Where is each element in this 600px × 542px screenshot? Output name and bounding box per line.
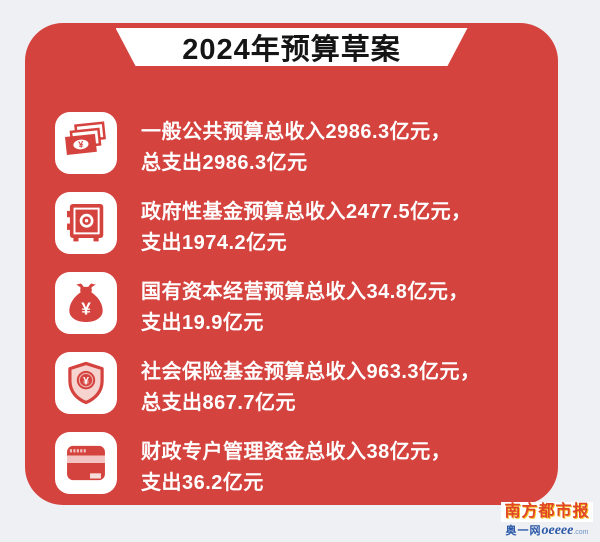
banknotes-icon: ¥ bbox=[65, 121, 106, 155]
website-tld: .com bbox=[573, 529, 589, 536]
item-line1: 财政专户管理资金总收入38亿元， bbox=[141, 441, 452, 463]
budget-item-state-capital: ¥ 国有资本经营预算总收入34.8亿元， 支出19.9亿元 bbox=[55, 272, 542, 339]
bank-card-icon-box bbox=[55, 432, 117, 494]
banknotes-icon-box: ¥ bbox=[55, 112, 117, 174]
budget-item-text: 一般公共预算总收入2986.3亿元， 总支出2986.3亿元 bbox=[141, 112, 451, 179]
item-line2: 支出1974.2亿元 bbox=[141, 232, 288, 254]
item-line1: 一般公共预算总收入2986.3亿元， bbox=[141, 121, 452, 143]
item-line2: 支出19.9亿元 bbox=[141, 312, 264, 334]
shield-icon-box: ¥ bbox=[55, 352, 117, 414]
budget-item-text: 政府性基金预算总收入2477.5亿元， 支出1974.2亿元 bbox=[141, 192, 472, 259]
money-bag-icon-box: ¥ bbox=[55, 272, 117, 334]
budget-item-text: 国有资本经营预算总收入34.8亿元， 支出19.9亿元 bbox=[141, 272, 469, 339]
item-line2: 总支出2986.3亿元 bbox=[141, 152, 308, 174]
title-banner: 2024年预算草案 bbox=[25, 28, 558, 66]
item-line2: 总支出867.7亿元 bbox=[141, 392, 297, 414]
newspaper-name: 南方都市报 bbox=[501, 502, 593, 522]
title-trapezoid: 2024年预算草案 bbox=[116, 28, 468, 66]
budget-items-list: ¥ 一般公共预算总收入2986.3亿元， 总支出2986.3亿元 bbox=[55, 112, 542, 499]
website-line: 奥一网oeeee.com bbox=[495, 523, 599, 540]
page-title: 2024年预算草案 bbox=[182, 34, 401, 66]
safe-icon-box bbox=[55, 192, 117, 254]
budget-item-text: 社会保险基金预算总收入963.3亿元， 总支出867.7亿元 bbox=[141, 352, 481, 419]
website-name: 奥一网 bbox=[505, 525, 542, 537]
item-line1: 政府性基金预算总收入2477.5亿元， bbox=[141, 201, 472, 223]
budget-item-social-insurance: ¥ 社会保险基金预算总收入963.3亿元， 总支出867.7亿元 bbox=[55, 352, 542, 419]
budget-card: 2024年预算草案 ¥ 一般公 bbox=[25, 23, 558, 505]
item-line1: 社会保险基金预算总收入963.3亿元， bbox=[141, 361, 481, 383]
item-line2: 支出36.2亿元 bbox=[141, 472, 264, 494]
bank-card-icon bbox=[67, 445, 105, 481]
publisher-logo: 南方都市报 奥一网oeeee.com bbox=[495, 502, 599, 540]
budget-item-fiscal-accounts: 财政专户管理资金总收入38亿元， 支出36.2亿元 bbox=[55, 432, 542, 499]
money-bag-icon: ¥ bbox=[69, 283, 103, 322]
budget-item-general-public: ¥ 一般公共预算总收入2986.3亿元， 总支出2986.3亿元 bbox=[55, 112, 542, 179]
safe-icon bbox=[67, 204, 104, 242]
budget-item-text: 财政专户管理资金总收入38亿元， 支出36.2亿元 bbox=[141, 432, 451, 499]
shield-icon: ¥ bbox=[68, 361, 104, 405]
svg-text:¥: ¥ bbox=[83, 376, 90, 388]
website-domain: oeeee bbox=[541, 523, 574, 538]
item-line1: 国有资本经营预算总收入34.8亿元， bbox=[141, 281, 469, 303]
svg-text:¥: ¥ bbox=[81, 299, 91, 319]
svg-text:¥: ¥ bbox=[78, 139, 85, 150]
budget-item-government-funds: 政府性基金预算总收入2477.5亿元， 支出1974.2亿元 bbox=[55, 192, 542, 259]
